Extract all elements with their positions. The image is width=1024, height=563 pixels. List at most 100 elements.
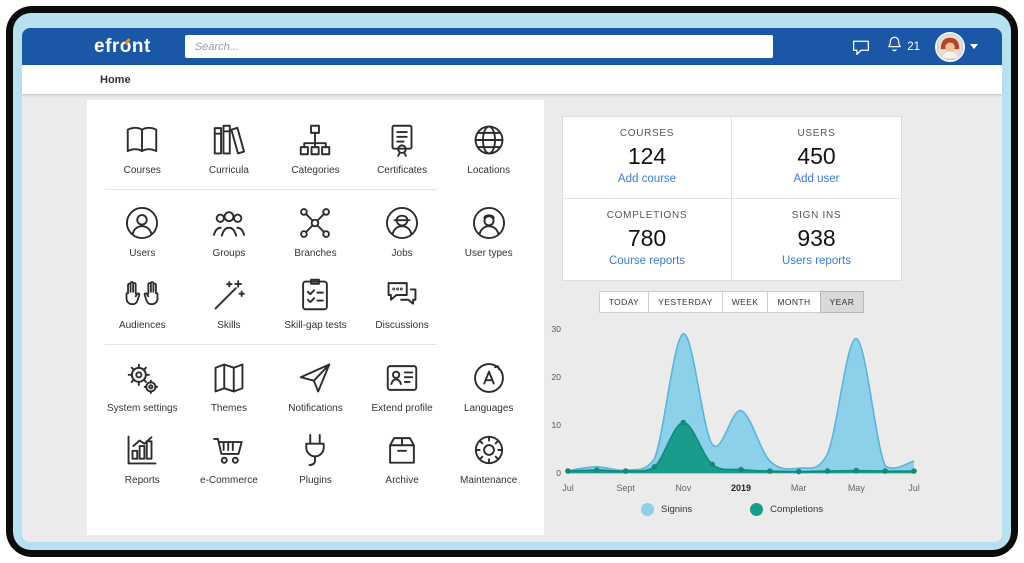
menu-item-extend-profile[interactable]: Extend profile — [359, 358, 446, 414]
svg-text:0: 0 — [556, 468, 561, 478]
stat-value: 450 — [797, 143, 836, 169]
menu-item-certificates[interactable]: Certificates — [359, 120, 446, 176]
gear-wheel-icon — [469, 430, 509, 470]
menu-item-label: System settings — [107, 403, 178, 414]
breadcrumb-home[interactable]: Home — [100, 73, 131, 86]
menu-item-label: Categories — [291, 165, 340, 176]
menu-item-notifications[interactable]: Notifications — [272, 358, 359, 414]
books-icon — [209, 120, 249, 160]
signins-chart: 0 10 20 30 Jul Sept Nov 2019 Mar May Jul — [540, 317, 926, 499]
menu-item-label: User types — [464, 248, 513, 259]
menu-item-discussions[interactable]: Discussions — [359, 275, 446, 331]
menu-item-skills[interactable]: Skills — [186, 275, 273, 331]
menu-item-skill-gap-tests[interactable]: Skill-gap tests — [272, 275, 359, 331]
menu-item-archive[interactable]: Archive — [359, 430, 446, 486]
breadcrumb: Home — [22, 65, 1002, 94]
menu-item-languages[interactable]: Languages — [445, 358, 532, 414]
stat-value: 124 — [627, 143, 667, 169]
dashboard-content: Courses Curricula Categories Certificates Lo… — [22, 94, 1002, 542]
stat-action-link[interactable]: Add course — [617, 173, 677, 185]
network-icon — [295, 203, 335, 243]
menu-item-label: Courses — [123, 165, 161, 176]
menu-item-courses[interactable]: Courses — [99, 120, 186, 176]
map-icon — [209, 358, 249, 398]
stat-value: 938 — [797, 225, 836, 251]
legend-signins[interactable]: Signins — [641, 503, 692, 516]
menu-item-jobs[interactable]: Jobs — [359, 203, 446, 259]
logo-text-post: nt — [131, 35, 151, 57]
messages-icon[interactable] — [851, 38, 871, 56]
stat-completions: COMPLETIONS 780 Course reports — [563, 199, 732, 280]
menu-item-locations[interactable]: Locations — [445, 120, 532, 176]
menu-divider — [105, 344, 437, 345]
menu-item-label: Skill-gap tests — [284, 320, 347, 331]
translate-icon — [469, 358, 509, 398]
stat-value: 780 — [627, 225, 667, 251]
box-icon — [382, 430, 422, 470]
efront-logo[interactable]: efront — [94, 36, 151, 58]
wand-icon — [209, 275, 249, 315]
menu-item-maintenance[interactable]: Maintenance — [445, 430, 532, 486]
filter-year[interactable]: YEAR — [819, 291, 865, 313]
menu-item-label: Extend profile — [371, 403, 433, 414]
menu-item-label: Groups — [212, 248, 246, 259]
stat-action-link[interactable]: Add user — [793, 173, 840, 185]
menu-item-e-commerce[interactable]: e-Commerce — [186, 430, 273, 486]
legend-completions[interactable]: Completions — [750, 503, 823, 516]
search-input[interactable] — [184, 35, 773, 58]
book-icon — [122, 120, 162, 160]
filter-month[interactable]: MONTH — [767, 291, 821, 313]
menu-item-label: Users — [129, 248, 156, 259]
menu-item-label: e-Commerce — [199, 475, 258, 486]
notification-count: 21 — [907, 40, 920, 53]
id-card-icon — [382, 358, 422, 398]
legend-label: Signins — [661, 504, 693, 515]
menu-item-plugins[interactable]: Plugins — [272, 430, 359, 486]
filter-week[interactable]: WEEK — [721, 291, 769, 313]
bell-icon — [886, 35, 903, 58]
svg-text:Mar: Mar — [791, 483, 807, 493]
avatar — [935, 31, 965, 62]
cart-icon — [209, 430, 249, 470]
svg-text:Nov: Nov — [675, 483, 692, 493]
filter-today[interactable]: TODAY — [598, 291, 650, 313]
legend-color-dot — [750, 503, 764, 516]
notifications-button[interactable]: 21 — [886, 35, 920, 58]
stat-label: USERS — [797, 128, 836, 139]
menu-item-users[interactable]: Users — [99, 203, 186, 259]
user-menu[interactable] — [935, 31, 978, 62]
chat-icon — [382, 275, 422, 315]
menu-item-reports[interactable]: Reports — [99, 430, 186, 486]
svg-text:Sept: Sept — [616, 483, 635, 493]
menu-section-system: System settings Themes Notifications Extend… — [99, 358, 532, 486]
menu-item-label: Skills — [217, 320, 241, 331]
stat-action-link[interactable]: Course reports — [608, 255, 686, 267]
menu-item-themes[interactable]: Themes — [186, 358, 273, 414]
menu-item-categories[interactable]: Categories — [272, 120, 359, 176]
filter-yesterday[interactable]: YESTERDAY — [648, 291, 723, 313]
logo-o-accent: o — [119, 35, 132, 57]
svg-text:Jul: Jul — [908, 483, 920, 493]
stat-action-link[interactable]: Users reports — [781, 255, 852, 267]
stat-label: COMPLETIONS — [606, 210, 688, 221]
top-bar: efront 21 — [22, 28, 1002, 65]
menu-item-groups[interactable]: Groups — [186, 203, 273, 259]
worker-icon — [382, 203, 422, 243]
bar-chart-icon — [122, 430, 162, 470]
menu-item-label: Jobs — [391, 248, 413, 259]
menu-item-curricula[interactable]: Curricula — [186, 120, 273, 176]
menu-item-label: Languages — [463, 403, 514, 414]
stat-label: COURSES — [619, 128, 675, 139]
menu-item-user-types[interactable]: User types — [445, 203, 532, 259]
menu-item-system-settings[interactable]: System settings — [99, 358, 186, 414]
menu-item-label: Plugins — [299, 475, 332, 486]
svg-text:30: 30 — [552, 324, 562, 334]
user-type-icon — [469, 203, 509, 243]
menu-item-branches[interactable]: Branches — [272, 203, 359, 259]
plug-icon — [295, 430, 335, 470]
user-icon — [122, 203, 162, 243]
time-range-filters: TODAY YESTERDAY WEEK MONTH YEAR — [562, 291, 902, 313]
menu-section-people: Users Groups Branches Jobs User types Audienc… — [99, 203, 532, 331]
menu-item-audiences[interactable]: Audiences — [99, 275, 186, 331]
